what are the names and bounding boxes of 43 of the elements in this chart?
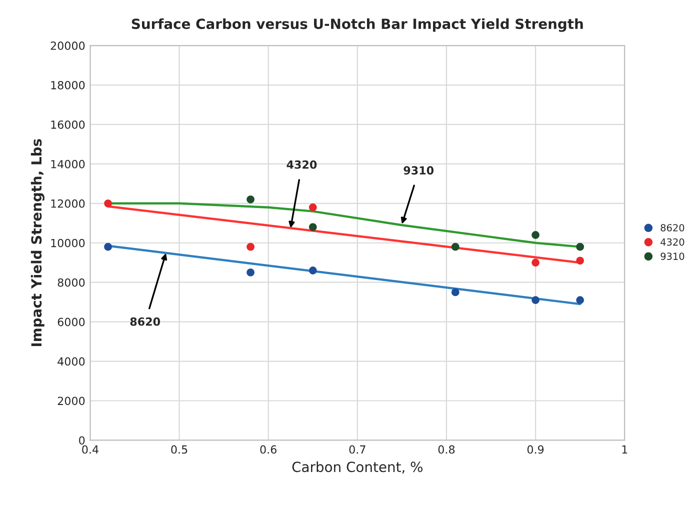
y-tick-label: 0 [79, 436, 85, 445]
point [308, 266, 317, 274]
point [246, 268, 254, 276]
point [451, 242, 460, 251]
y-tick-label: 12000 [51, 199, 85, 208]
legend-label: 8620 [660, 224, 684, 232]
point [104, 199, 112, 208]
x-tick-label: 0.5 [171, 445, 188, 454]
point [532, 231, 540, 239]
y-tick-label: 6000 [58, 318, 85, 326]
annotation: 4320 [286, 160, 317, 169]
y-tick-label: 8000 [58, 278, 85, 287]
y-tick-label: 2000 [58, 396, 85, 406]
y-tick-label: 14000 [51, 160, 85, 168]
y-axis-title: Impact Yield Strength, Lbs [30, 139, 44, 346]
x-tick-label: 0.7 [349, 445, 366, 454]
legend-label: 4320 [660, 238, 684, 246]
point [246, 196, 254, 204]
annotation: 9310 [404, 166, 434, 175]
x-tick-label: 0.8 [438, 445, 455, 454]
point [576, 242, 584, 251]
y-tick-label: 18000 [51, 80, 85, 90]
x-axis-title: Carbon Content, % [292, 461, 422, 474]
point [308, 203, 317, 212]
point [532, 258, 540, 267]
point [576, 256, 584, 265]
x-tick-label: 0.9 [527, 445, 544, 454]
chart-title: Surface Carbon versus U-Notch Bar Impact Yield Strength [132, 18, 583, 32]
y-tick-label: 20000 [50, 42, 85, 50]
x-tick-label: 0.4 [82, 445, 98, 454]
point [532, 296, 540, 304]
point [576, 296, 584, 304]
x-tick-label: 0.6 [260, 445, 276, 454]
point [308, 223, 317, 232]
point [451, 288, 460, 296]
y-tick-label: 16000 [51, 120, 85, 129]
annotation: 8620 [130, 317, 160, 326]
x-tick-label: 1 [622, 445, 628, 454]
point [104, 242, 112, 251]
legend-label: 9310 [660, 252, 684, 260]
y-tick-label: 10000 [51, 238, 85, 248]
point [246, 242, 254, 251]
y-tick-label: 4000 [58, 357, 85, 366]
